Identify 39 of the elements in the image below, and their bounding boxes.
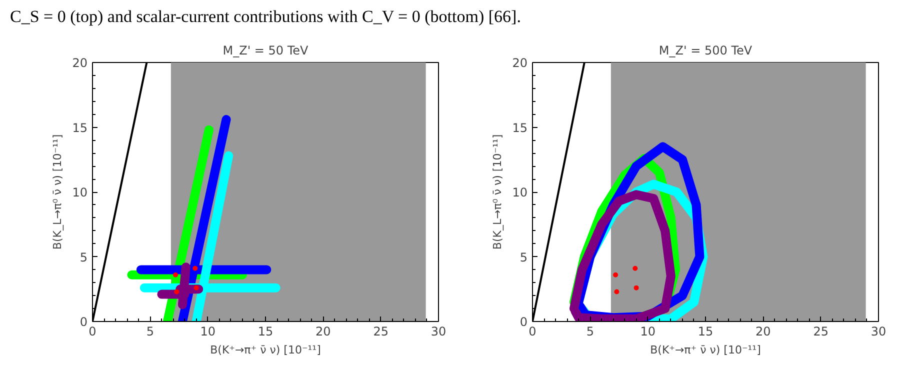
y-axis-title: B(K_L→π⁰ ν̄ ν) [10⁻¹¹] — [491, 134, 504, 250]
y-tick-label: 0 — [80, 315, 88, 329]
point — [614, 289, 620, 294]
y-tick-label: 20 — [72, 56, 88, 70]
point — [194, 285, 199, 290]
chart-title: M_Z' = 50 TeV — [222, 44, 310, 58]
x-tick-label: 25 — [373, 324, 388, 338]
y-axis-title: B(K_L→π⁰ ν̄ ν) [10⁻¹¹] — [51, 134, 64, 250]
x-tick-label: 10 — [200, 324, 216, 338]
x-tick-label: 10 — [640, 324, 656, 338]
x-tick-label: 30 — [870, 324, 886, 338]
point — [174, 289, 180, 294]
chart-title: M_Z' = 500 TeV — [658, 44, 753, 58]
y-tick-label: 15 — [72, 120, 88, 135]
x-tick-label: 15 — [698, 324, 714, 338]
y-tick-label: 10 — [512, 186, 528, 200]
x-tick-label: 5 — [146, 324, 154, 338]
y-tick-label: 0 — [520, 315, 528, 329]
x-tick-label: 20 — [316, 324, 331, 338]
text: C_S = 0 (top) and scalar-current contributions with C_V = 0 (bottom) [66]. — [10, 6, 521, 28]
y-tick-label: 20 — [512, 56, 528, 70]
x-tick-label: 0 — [528, 324, 536, 338]
point — [173, 272, 178, 278]
y-tick-label: 10 — [72, 186, 88, 200]
x-tick-label: 20 — [756, 324, 771, 338]
y-tick-label: 5 — [520, 250, 528, 264]
x-axis-title: B(K⁺→π⁺ ν̄ ν) [10⁻¹¹] — [650, 344, 761, 356]
point — [192, 266, 198, 271]
x-tick-label: 15 — [258, 324, 274, 338]
point — [632, 266, 638, 271]
x-tick-label: 5 — [586, 324, 594, 338]
x-tick-label: 30 — [430, 324, 446, 338]
point — [613, 272, 618, 278]
y-tick-label: 15 — [512, 120, 528, 135]
x-tick-label: 25 — [813, 324, 828, 338]
point — [634, 285, 639, 290]
x-tick-label: 0 — [88, 324, 96, 338]
y-tick-label: 5 — [80, 250, 88, 264]
x-axis-title: B(K⁺→π⁺ ν̄ ν) [10⁻¹¹] — [210, 344, 321, 356]
